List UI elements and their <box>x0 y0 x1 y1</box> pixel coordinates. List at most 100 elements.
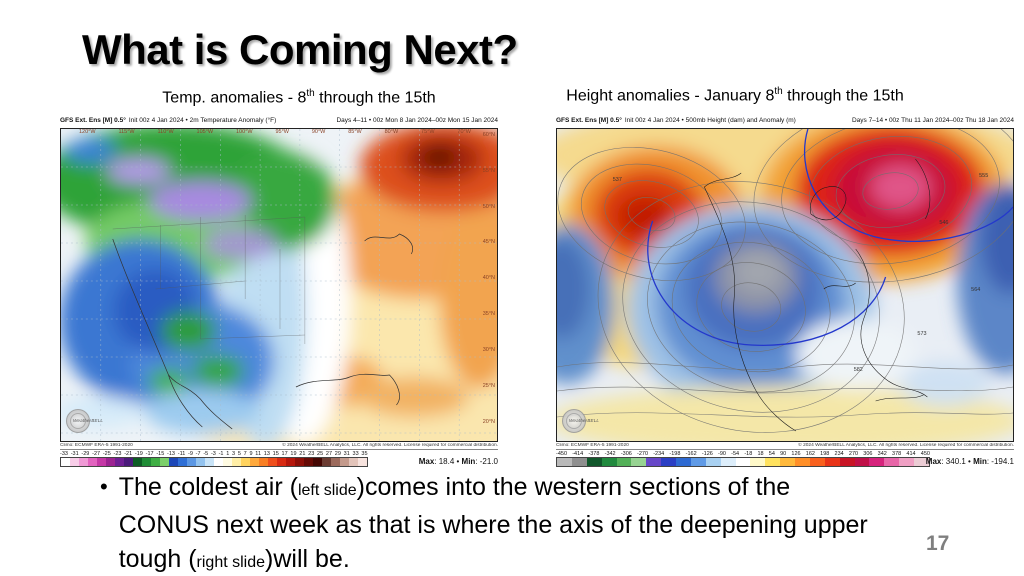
colorbar-segment <box>304 458 313 466</box>
scale-tick-label: -342 <box>604 451 616 457</box>
scale-tick-label: 23 <box>308 451 315 457</box>
colorbar-segment <box>899 458 914 466</box>
scale-tick-label: 17 <box>281 451 288 457</box>
scale-tick-label: -17 <box>145 451 154 457</box>
latitude-label: 20°N <box>482 418 495 425</box>
scale-tick-label: -29 <box>81 451 90 457</box>
scale-tick-label: 198 <box>820 451 830 457</box>
scale-tick-label: -90 <box>718 451 726 457</box>
colorbar-segment <box>720 458 736 466</box>
scale-tick-label: -25 <box>102 451 111 457</box>
colorbar-segment <box>241 458 250 466</box>
colorbar-segment <box>676 458 691 466</box>
colorbar-segment <box>232 458 241 466</box>
colorbar-segment <box>661 458 676 466</box>
min-label: Min <box>461 457 476 466</box>
scale-tick-label: -21 <box>124 451 133 457</box>
colorbar-segment <box>196 458 205 466</box>
latitude-label: 45°N <box>482 239 495 246</box>
scale-tick-label: -306 <box>620 451 632 457</box>
temp-scale-ticks: -33 -31 -29 -27 -25 -23 -21 -19 -17 -15 -13 -11 -9 -7… <box>60 451 368 457</box>
contour-label: 555 <box>979 173 988 179</box>
contour-label: 582 <box>854 367 863 373</box>
colorbar-segment <box>869 458 885 466</box>
scale-tick-label: 9 <box>249 451 253 457</box>
colorbar-segment <box>914 458 929 466</box>
scale-tick-label: 13 <box>263 451 270 457</box>
scale-tick-label: 11 <box>255 451 262 457</box>
height-map-valid-range: Days 7–14 • 00z Thu 11 Jan 2024–00z Thu … <box>851 117 1014 124</box>
contour-label: 537 <box>613 177 622 183</box>
max-label: Max <box>418 457 435 466</box>
latitude-label: 25°N <box>482 382 495 389</box>
colorbar-segment <box>631 458 647 466</box>
height-anomaly-map-graphic: 537 546 555 564 573 582 <box>557 129 1013 441</box>
colorbar-segment <box>795 458 810 466</box>
max-value: : 18.4 • <box>434 457 462 466</box>
colorbar-segment <box>313 458 322 466</box>
colorbar-segment <box>322 458 331 466</box>
right-caption-superscript: th <box>774 86 783 97</box>
colorbar-segment <box>250 458 259 466</box>
scale-tick-label: 342 <box>877 451 887 457</box>
scale-tick-label: -162 <box>685 451 697 457</box>
colorbar-segment <box>133 458 142 466</box>
contour-label: 546 <box>939 220 948 226</box>
scale-tick-label: 19 <box>290 451 297 457</box>
colorbar-segment <box>214 458 223 466</box>
latitude-label: 30°N <box>482 346 495 353</box>
colorbar-segment <box>571 458 587 466</box>
scale-tick-label: 90 <box>780 451 787 457</box>
colorbar-segment <box>331 458 340 466</box>
scale-tick-label: -126 <box>701 451 713 457</box>
latitude-label: 35°N <box>482 311 495 318</box>
scale-tick-label: 25 <box>317 451 324 457</box>
colorbar-segment <box>690 458 706 466</box>
scale-tick-label: -378 <box>588 451 600 457</box>
scale-tick-label: 31 <box>343 451 350 457</box>
scale-tick-label: 35 <box>361 451 368 457</box>
scale-tick-label: -18 <box>744 451 753 457</box>
scale-tick-label: -414 <box>572 451 584 457</box>
temp-map-valid-range: Days 4–11 • 00z Mon 8 Jan 2024–00z Mon 1… <box>336 117 498 124</box>
latitude-label: 60°N <box>482 132 495 138</box>
longitude-label: 110°W <box>157 129 174 135</box>
temp-map-model-label: GFS Ext. Ens [M] 0.5° <box>60 117 126 124</box>
longitude-label: 95°W <box>275 129 289 135</box>
colorbar-segment <box>259 458 268 466</box>
weatherbell-logo-icon: WeatherBELL <box>66 409 120 433</box>
longitude-label: 80°W <box>384 129 399 135</box>
scale-tick-label: -27 <box>92 451 101 457</box>
page-number: 17 <box>926 532 950 555</box>
colorbar-segment <box>854 458 870 466</box>
scale-tick-label: -5 <box>203 451 209 457</box>
scale-tick-label: 54 <box>768 451 775 457</box>
colorbar-segment <box>106 458 115 466</box>
contour-label: 564 <box>971 287 980 293</box>
min-value: : -194.1 <box>986 457 1014 466</box>
climo-note: Climo: ECMWF ERA-5 1991-2020 <box>60 443 133 448</box>
height-map-model-label: GFS Ext. Ens [M] 0.5° <box>556 117 622 124</box>
left-caption-text: Temp. anomalies - 8 <box>162 89 307 107</box>
height-map-footer: Climo: ECMWF ERA-5 1991-2020 © 2024 Weat… <box>556 443 1014 450</box>
temp-maxmin-readout: Max: 18.4 • Min: -21.0 <box>419 457 498 466</box>
scale-tick-label: -15 <box>156 451 165 457</box>
colorbar-segment <box>750 458 766 466</box>
scale-tick-label: -54 <box>731 451 740 457</box>
scale-tick-label: 3 <box>232 451 236 457</box>
longitude-label: 120°W <box>79 129 96 135</box>
temp-anomaly-map-graphic <box>61 129 497 441</box>
height-map-header: GFS Ext. Ens [M] 0.5° Init 00z 4 Jan 202… <box>556 117 1014 128</box>
max-label: Max <box>925 457 942 466</box>
bullet-segment: )comes into the western sections of the … <box>118 473 868 573</box>
colorbar-segment <box>124 458 133 466</box>
temp-map-header: GFS Ext. Ens [M] 0.5° Init 00z 4 Jan 202… <box>60 117 498 128</box>
colorbar-segment <box>61 458 70 466</box>
longitude-label: 105°W <box>196 129 214 135</box>
height-map-scale-zone: Climo: ECMWF ERA-5 1991-2020 © 2024 Weat… <box>556 443 1014 467</box>
colorbar-segment <box>765 458 781 466</box>
scale-tick-label: -9 <box>188 451 193 457</box>
contour-label: 573 <box>917 331 926 337</box>
left-caption-superscript: th <box>306 88 315 99</box>
